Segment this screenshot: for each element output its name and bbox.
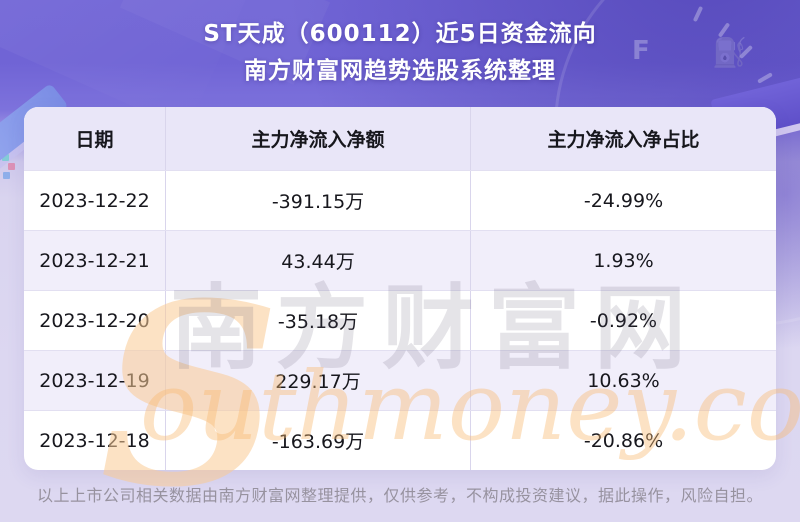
net-inflow-cell: 229.17万 [165, 351, 470, 410]
page-title-block: ST天成（600112）近5日资金流向 南方财富网趋势选股系统整理 [0, 16, 800, 90]
net-ratio-cell: -20.86% [470, 411, 776, 470]
net-ratio-cell: 10.63% [470, 351, 776, 410]
net-inflow-cell: -391.15万 [165, 171, 470, 230]
pixel-chip-decor [3, 172, 10, 179]
page-title: ST天成（600112）近5日资金流向 [203, 21, 597, 47]
net-inflow-cell: -163.69万 [165, 411, 470, 470]
table-row: 2023-12-22 -391.15万 -24.99% [24, 170, 776, 230]
table-row: 2023-12-19 229.17万 10.63% [24, 350, 776, 410]
page-subtitle: 南方财富网趋势选股系统整理 [244, 58, 556, 84]
table-row: 2023-12-18 -163.69万 -20.86% [24, 410, 776, 470]
net-ratio-cell: 1.93% [470, 231, 776, 290]
disclaimer-text: 以上上市公司相关数据由南方财富网整理提供，仅供参考，不构成投资建议，据此操作，风… [36, 486, 763, 505]
col-header-net-ratio: 主力净流入净占比 [470, 107, 776, 170]
table-row: 2023-12-21 43.44万 1.93% [24, 230, 776, 290]
net-inflow-cell: 43.44万 [165, 231, 470, 290]
net-ratio-cell: -24.99% [470, 171, 776, 230]
table-row: 2023-12-20 -35.18万 -0.92% [24, 290, 776, 350]
gauge-tick-icon [770, 101, 788, 111]
date-cell: 2023-12-20 [39, 309, 150, 332]
date-cell: 2023-12-18 [39, 429, 150, 452]
col-header-date: 日期 [75, 129, 114, 151]
net-inflow-cell: -35.18万 [165, 291, 470, 350]
fund-flow-table: 日期 主力净流入净额 主力净流入净占比 2023-12-22 -391.15万 … [24, 107, 776, 470]
pixel-chip-decor [8, 163, 15, 170]
pixel-chip-decor [2, 154, 9, 161]
date-cell: 2023-12-22 [39, 189, 150, 212]
net-ratio-cell: -0.92% [470, 291, 776, 350]
col-header-net-inflow: 主力净流入净额 [165, 107, 470, 170]
date-cell: 2023-12-19 [39, 369, 150, 392]
date-cell: 2023-12-21 [39, 249, 150, 272]
table-header-row: 日期 主力净流入净额 主力净流入净占比 [24, 107, 776, 170]
